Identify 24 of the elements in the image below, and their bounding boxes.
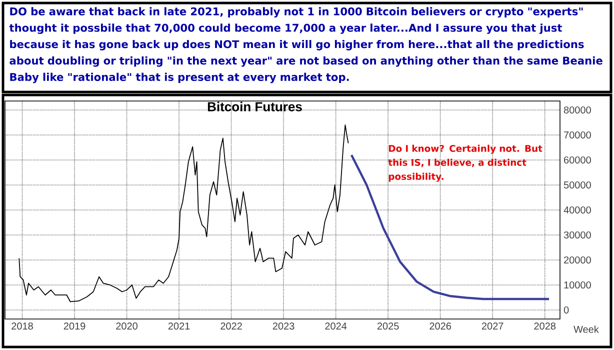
x-tick-label: 2018 (12, 322, 33, 330)
x-tick-label: 2020 (116, 322, 138, 330)
y-tick-label: 60000 (564, 156, 591, 164)
y-tick-label: 50000 (564, 181, 591, 189)
y-tick-label: 70000 (564, 131, 591, 139)
x-tick-label: 2021 (168, 322, 190, 330)
x-tick-label: 2027 (482, 322, 504, 330)
x-tick-label: 2019 (64, 322, 86, 330)
x-tick-label: 2024 (325, 322, 347, 330)
chart-title: Bitcoin Futures (208, 102, 302, 112)
text: DO be aware that back in late 2021, probably not 1 in 1000 Bitcoin believers or crypto "experts" thought it possbile that 70,000 could become 17,000 a year later...And I assure you that just because it has gone back up does NOT mean it will go higher from here...that all the predictions about doubling or tripling "in the next year" are not based on anything other than the same Beanie Baby like "rationale" that is present at every market top. (9, 7, 602, 84)
x-tick-label: 2022 (220, 322, 242, 330)
x-tick-label: 2026 (430, 322, 452, 330)
y-tick-label: 10000 (564, 281, 591, 289)
x-tick-label: 2028 (534, 322, 556, 330)
x-tick-label: 2025 (377, 322, 399, 330)
x-tick-label: 2023 (272, 322, 294, 330)
y-tick-label: 20000 (564, 256, 591, 264)
y-tick-label: 40000 (564, 206, 591, 214)
y-tick-label: 0 (564, 306, 569, 314)
annotation: Do I know? Certainly not. But this IS, I believe, a distinct possibility. (388, 144, 542, 182)
y-tick-label: 80000 (564, 106, 591, 114)
y-tick-label: 30000 (564, 231, 591, 239)
x-axis-title: Week (574, 326, 599, 333)
